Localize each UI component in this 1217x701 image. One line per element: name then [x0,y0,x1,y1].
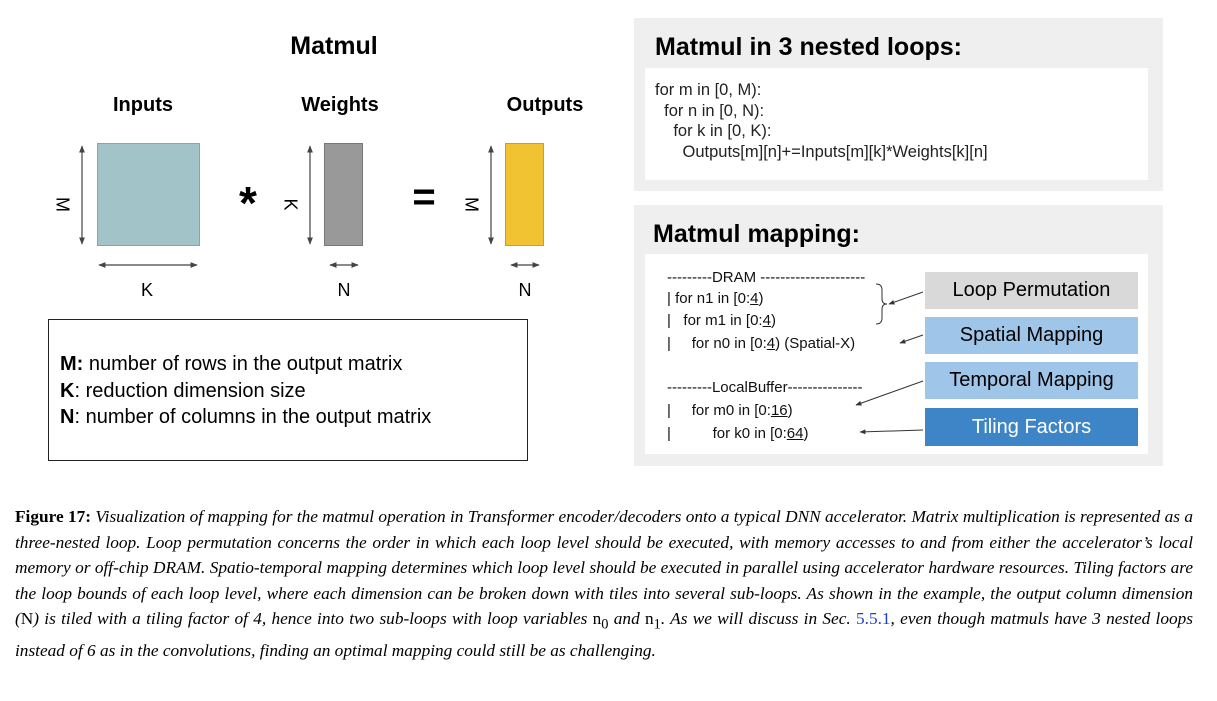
matmul-title: Matmul [290,32,378,60]
tiling-arrow [859,429,924,435]
localbuffer-header: ---------LocalBuffer--------------- [667,379,863,396]
nested-loops-title: Matmul in 3 nested loops: [655,33,962,61]
section-link[interactable]: 5.5.1 [855,609,891,628]
loop-m0: | for m0 in [0:16) [667,402,793,419]
figure-label: Figure 17: [15,507,92,526]
permutation-brace [875,283,888,325]
legend-n: N: number of columns in the output matri… [60,406,432,428]
outputs-n-label: N [518,280,532,300]
loop-n1: | for n1 in [0:4) [667,290,764,307]
multiply-operator: * [239,177,257,229]
temporal-arrow [855,380,924,406]
mapping-box: ---------DRAM --------------------- | fo… [645,254,1148,454]
tiling-factors-tag: Tiling Factors [925,408,1138,446]
spatial-arrow [899,334,924,344]
loop-code: for m in [0, M): for n in [0, N): for k … [655,81,988,161]
loop-m1: | for m1 in [0:4) [667,312,776,329]
equals-operator: = [412,175,436,219]
figure-caption: Figure 17: Visualization of mapping for … [15,507,1194,660]
inputs-matrix [97,143,200,246]
dimension-legend: M: number of rows in the output matrix K… [48,319,528,461]
nested-loops-code-box: for m in [0, M): for n in [0, N): for k … [645,68,1148,180]
mapping-arrows [855,283,924,435]
loop-n0: | for n0 in [0:4) (Spatial-X) [667,335,856,352]
legend-m: M: number of rows in the output matrix [60,353,403,375]
outputs-label: Outputs [506,94,584,116]
dimension-arrows [79,145,540,268]
loop-k0: | for k0 in [0:64) [667,425,809,442]
temporal-mapping-tag: Temporal Mapping [925,362,1138,399]
spatial-mapping-tag: Spatial Mapping [925,317,1138,354]
inputs-k-label: K [140,280,153,300]
dram-header: ---------DRAM --------------------- [667,269,866,286]
loop-permutation-tag: Loop Permutation [925,272,1138,309]
mapping-title: Matmul mapping: [653,220,860,248]
legend-k: K: reduction dimension size [60,379,306,402]
weights-n-label: N [337,280,351,300]
nested-loops-panel: Matmul in 3 nested loops: for m in [0, M… [634,18,1163,191]
inputs-label: Inputs [113,94,173,116]
weights-matrix [324,143,363,246]
outputs-matrix [505,143,544,246]
weights-label: Weights [301,94,379,116]
permutation-arrow [888,291,924,305]
